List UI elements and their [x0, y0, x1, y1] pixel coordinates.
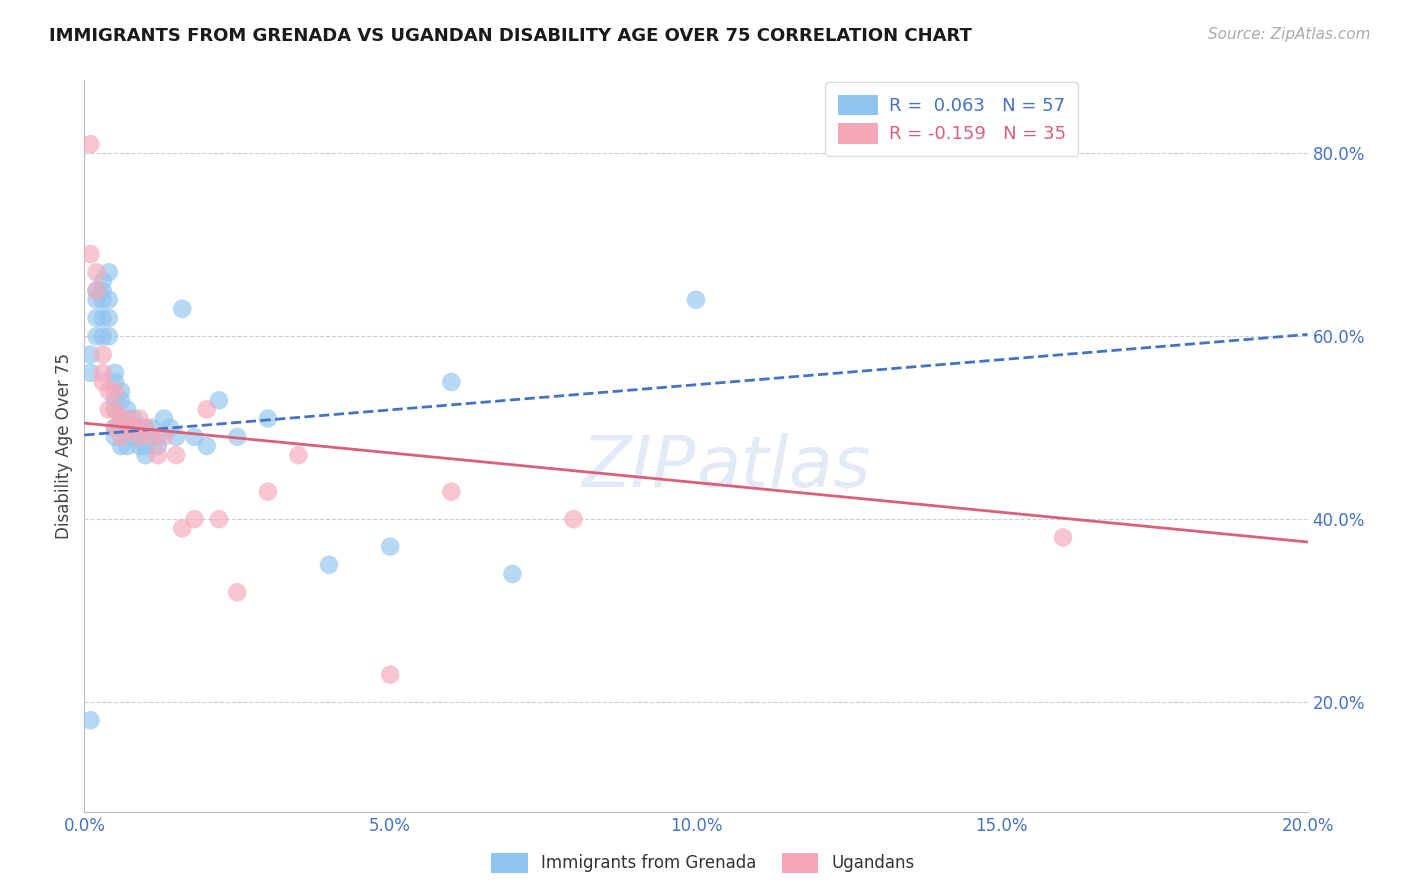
Point	[380, 667, 402, 681]
Point	[146, 439, 169, 453]
Point	[104, 402, 127, 417]
Point	[135, 448, 157, 462]
Point	[115, 439, 138, 453]
Point	[318, 558, 340, 572]
Point	[128, 411, 150, 425]
Point	[685, 293, 707, 307]
Point	[110, 384, 132, 398]
Point	[91, 284, 114, 298]
Point	[110, 430, 132, 444]
Point	[97, 293, 120, 307]
Point	[86, 311, 108, 326]
Point	[141, 430, 163, 444]
Point	[1052, 530, 1074, 544]
Point	[135, 421, 157, 435]
Point	[110, 411, 132, 425]
Point	[115, 421, 138, 435]
Point	[110, 393, 132, 408]
Point	[122, 421, 145, 435]
Point	[146, 448, 169, 462]
Point	[104, 366, 127, 380]
Point	[128, 421, 150, 435]
Point	[122, 411, 145, 425]
Legend: R =  0.063   N = 57, R = -0.159   N = 35: R = 0.063 N = 57, R = -0.159 N = 35	[825, 82, 1078, 156]
Point	[97, 384, 120, 398]
Point	[104, 375, 127, 389]
Point	[141, 421, 163, 435]
Point	[91, 366, 114, 380]
Point	[104, 402, 127, 417]
Point	[172, 301, 194, 316]
Point	[257, 484, 280, 499]
Point	[115, 411, 138, 425]
Point	[91, 274, 114, 288]
Point	[104, 384, 127, 398]
Point	[128, 430, 150, 444]
Point	[195, 402, 218, 417]
Point	[562, 512, 585, 526]
Point	[380, 540, 402, 554]
Point	[86, 265, 108, 279]
Point	[104, 393, 127, 408]
Point	[440, 375, 463, 389]
Point	[86, 329, 108, 343]
Point	[91, 293, 114, 307]
Point	[135, 421, 157, 435]
Point	[115, 421, 138, 435]
Point	[79, 348, 101, 362]
Point	[183, 512, 205, 526]
Point	[195, 439, 218, 453]
Point	[159, 421, 181, 435]
Text: atlas: atlas	[696, 434, 870, 502]
Point	[79, 366, 101, 380]
Point	[104, 421, 127, 435]
Point	[79, 714, 101, 728]
Point	[110, 421, 132, 435]
Point	[91, 311, 114, 326]
Point	[91, 375, 114, 389]
Point	[97, 311, 120, 326]
Point	[226, 585, 249, 599]
Point	[115, 402, 138, 417]
Point	[104, 430, 127, 444]
Point	[257, 411, 280, 425]
Point	[135, 439, 157, 453]
Point	[122, 421, 145, 435]
Point	[502, 567, 524, 582]
Point	[79, 137, 101, 152]
Point	[91, 348, 114, 362]
Point	[110, 439, 132, 453]
Text: IMMIGRANTS FROM GRENADA VS UGANDAN DISABILITY AGE OVER 75 CORRELATION CHART: IMMIGRANTS FROM GRENADA VS UGANDAN DISAB…	[49, 27, 972, 45]
Point	[115, 411, 138, 425]
Point	[153, 411, 176, 425]
Point	[86, 284, 108, 298]
Point	[208, 512, 231, 526]
Point	[122, 430, 145, 444]
Point	[128, 439, 150, 453]
Point	[128, 430, 150, 444]
Point	[287, 448, 309, 462]
Point	[86, 293, 108, 307]
Point	[97, 329, 120, 343]
Point	[97, 402, 120, 417]
Point	[104, 421, 127, 435]
Point	[86, 284, 108, 298]
Point	[146, 430, 169, 444]
Point	[172, 521, 194, 535]
Point	[226, 430, 249, 444]
Y-axis label: Disability Age Over 75: Disability Age Over 75	[55, 353, 73, 539]
Point	[79, 247, 101, 261]
Point	[110, 411, 132, 425]
Point	[153, 430, 176, 444]
Point	[165, 448, 187, 462]
Point	[97, 265, 120, 279]
Text: Source: ZipAtlas.com: Source: ZipAtlas.com	[1208, 27, 1371, 42]
Point	[183, 430, 205, 444]
Point	[165, 430, 187, 444]
Point	[91, 329, 114, 343]
Text: ZIP: ZIP	[582, 434, 696, 502]
Point	[208, 393, 231, 408]
Legend: Immigrants from Grenada, Ugandans: Immigrants from Grenada, Ugandans	[485, 847, 921, 880]
Point	[440, 484, 463, 499]
